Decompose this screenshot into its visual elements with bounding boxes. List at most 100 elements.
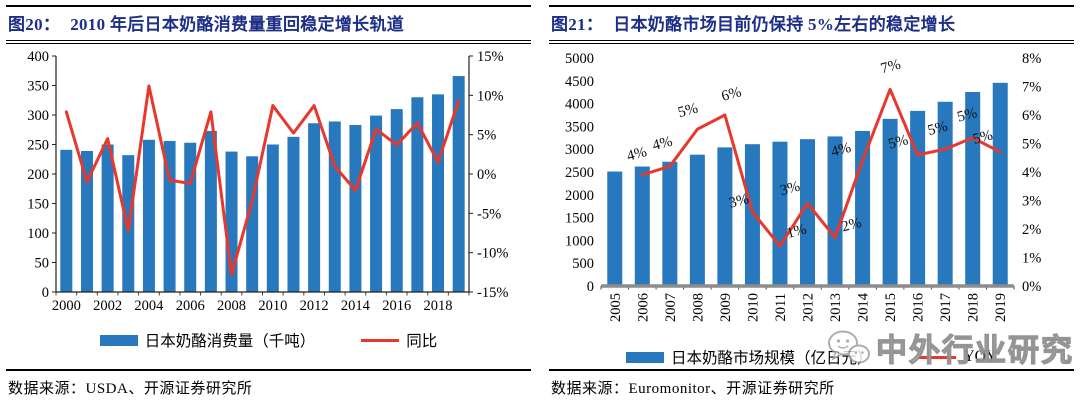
svg-text:6%: 6%	[1022, 108, 1041, 124]
svg-text:4%: 4%	[829, 140, 852, 161]
svg-text:4%: 4%	[651, 134, 674, 155]
legend-label: 日本奶酪市场规模（亿日元）	[670, 350, 873, 368]
svg-text:5%: 5%	[676, 100, 699, 121]
svg-text:2015: 2015	[883, 293, 899, 322]
cheese-consumption-chart: 0 50 100 150 200 250 300 350 400 -15% -10% -5% 0% 5% 1…	[27, 49, 508, 314]
svg-text:2012: 2012	[801, 293, 817, 322]
bar-series-swatch	[625, 351, 664, 363]
svg-text:4%: 4%	[1022, 165, 1041, 181]
svg-text:2008: 2008	[217, 298, 246, 314]
line-series-swatch	[918, 355, 957, 359]
svg-text:150: 150	[27, 197, 49, 213]
cheese-market-size-chart: 0 500 1000 1500 2000 2500 3000 3500 4000 4500 5000…	[565, 51, 1041, 322]
svg-text:2019: 2019	[993, 293, 1009, 322]
figure-20-legend: 日本奶酪消费量（千吨） 同比	[6, 328, 531, 352]
svg-text:1%: 1%	[785, 221, 808, 242]
svg-text:-10%: -10%	[477, 246, 508, 262]
svg-text:2010: 2010	[745, 293, 761, 322]
svg-text:0%: 0%	[1022, 279, 1041, 295]
svg-text:2013: 2013	[828, 293, 844, 322]
svg-text:400: 400	[27, 49, 49, 65]
figure-21-title: 图21： 日本奶酪市场目前仍保持 5%左右的稳定增长	[549, 5, 1074, 44]
figure-21-legend: 日本奶酪市场规模（亿日元） YOY	[549, 345, 1074, 369]
svg-text:2011: 2011	[773, 293, 789, 321]
svg-text:0%: 0%	[477, 167, 496, 183]
svg-text:2002: 2002	[93, 298, 122, 314]
svg-text:350: 350	[27, 79, 49, 95]
svg-text:6%: 6%	[720, 84, 743, 105]
figure-21-source: 数据来源：Euromonitor、开源证券研究所	[549, 369, 1074, 406]
svg-text:5%: 5%	[1022, 137, 1041, 153]
svg-text:0: 0	[42, 285, 49, 301]
svg-text:2006: 2006	[176, 298, 205, 314]
svg-text:15%: 15%	[477, 49, 504, 65]
svg-text:50: 50	[35, 256, 50, 272]
svg-text:3000: 3000	[565, 142, 594, 158]
svg-text:100: 100	[27, 226, 49, 242]
svg-text:4000: 4000	[565, 97, 594, 113]
svg-text:2000: 2000	[565, 188, 594, 204]
legend-label: 日本奶酪消费量（千吨）	[144, 333, 316, 350]
svg-text:5%: 5%	[956, 105, 979, 126]
svg-text:7%: 7%	[879, 57, 902, 78]
svg-text:8%: 8%	[1022, 51, 1041, 67]
svg-text:5%: 5%	[477, 128, 496, 144]
svg-text:0: 0	[587, 279, 594, 295]
line-series-swatch	[361, 338, 400, 342]
legend-label: YOY	[963, 348, 998, 366]
figure-title-text: 2010 年后日本奶酪消费量重回稳定增长轨道	[70, 15, 405, 34]
svg-text:500: 500	[572, 256, 594, 272]
figure-21-panel: 图21： 日本奶酪市场目前仍保持 5%左右的稳定增长 0 500 1000 1500 20…	[549, 5, 1074, 406]
svg-text:2000: 2000	[52, 298, 81, 314]
svg-text:7%: 7%	[1022, 80, 1041, 96]
svg-text:2500: 2500	[565, 165, 594, 181]
bar-series-swatch	[99, 334, 138, 346]
svg-text:2017: 2017	[938, 293, 954, 322]
svg-text:-15%: -15%	[477, 285, 508, 301]
svg-text:2004: 2004	[134, 298, 164, 314]
svg-text:200: 200	[27, 167, 49, 183]
figure-20-source: 数据来源：USDA、开源证券研究所	[6, 369, 531, 406]
svg-text:2018: 2018	[424, 298, 453, 314]
svg-text:1000: 1000	[565, 233, 594, 249]
legend-item-yoy: YOY	[918, 348, 997, 366]
svg-text:1500: 1500	[565, 211, 594, 227]
svg-text:2012: 2012	[300, 298, 329, 314]
svg-text:3%: 3%	[1022, 194, 1041, 210]
svg-text:2010: 2010	[258, 298, 287, 314]
svg-text:5000: 5000	[565, 51, 594, 67]
legend-item-yoy: 同比	[361, 329, 437, 351]
legend-label: 同比	[406, 333, 438, 350]
svg-text:-5%: -5%	[477, 206, 501, 222]
svg-text:5%: 5%	[926, 118, 949, 139]
svg-text:2014: 2014	[341, 298, 371, 314]
svg-text:5%: 5%	[887, 132, 910, 153]
svg-text:3%: 3%	[778, 179, 801, 200]
svg-text:2014: 2014	[856, 292, 872, 322]
figure-20-title: 图20： 2010 年后日本奶酪消费量重回稳定增长轨道	[6, 5, 531, 44]
svg-text:2%: 2%	[840, 215, 863, 236]
svg-text:3%: 3%	[727, 191, 750, 212]
svg-text:5%: 5%	[971, 127, 994, 148]
svg-text:3500: 3500	[565, 119, 594, 135]
svg-text:2009: 2009	[718, 293, 734, 322]
svg-text:2008: 2008	[690, 293, 706, 322]
legend-item-market-size: 日本奶酪市场规模（亿日元）	[625, 346, 873, 368]
svg-text:4%: 4%	[625, 144, 648, 165]
svg-text:4500: 4500	[565, 74, 594, 90]
svg-text:2%: 2%	[1022, 222, 1041, 238]
svg-text:10%: 10%	[477, 88, 504, 104]
figure-title-text: 日本奶酪市场目前仍保持 5%左右的稳定增长	[613, 15, 956, 34]
figure-number: 图20：	[8, 15, 61, 34]
svg-text:1%: 1%	[1022, 251, 1041, 267]
svg-text:300: 300	[27, 108, 49, 124]
svg-text:2007: 2007	[663, 293, 679, 322]
figure-number: 图21：	[551, 15, 604, 34]
svg-text:2006: 2006	[635, 293, 651, 322]
svg-text:250: 250	[27, 138, 49, 154]
svg-text:2018: 2018	[966, 293, 982, 322]
svg-text:2016: 2016	[911, 293, 927, 322]
svg-text:2016: 2016	[382, 298, 411, 314]
svg-text:2005: 2005	[608, 293, 624, 322]
